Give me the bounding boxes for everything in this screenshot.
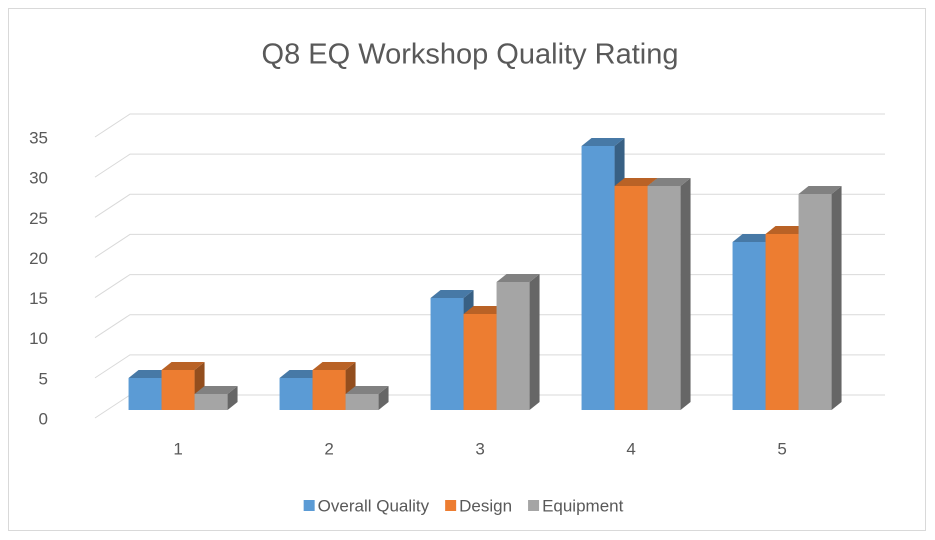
bar-side: [831, 186, 842, 410]
bar: [614, 186, 648, 410]
bar-side: [529, 274, 540, 410]
bar-side: [680, 178, 691, 410]
legend: Overall Quality Design Equipment: [303, 496, 624, 515]
legend-label: Overall Quality: [318, 496, 430, 515]
x-tick-label: 4: [626, 439, 635, 458]
y-tick-label: 10: [29, 329, 48, 348]
bar: [581, 146, 615, 410]
bar: [345, 394, 379, 410]
grid-line: [94, 153, 885, 178]
bar-top: [765, 226, 809, 234]
chart-title: Q8 EQ Workshop Quality Rating: [262, 39, 679, 71]
bar-top: [496, 274, 540, 282]
bar: [798, 194, 832, 410]
bar: [732, 242, 766, 410]
bar: [496, 282, 530, 410]
bar-top: [732, 234, 776, 242]
bar-top: [798, 186, 842, 194]
x-tick-label: 1: [173, 439, 182, 458]
x-tick-label: 2: [324, 439, 333, 458]
bar-top: [161, 362, 205, 370]
legend-swatch: [445, 500, 457, 511]
bar-top: [345, 386, 389, 394]
bar: [647, 186, 681, 410]
bar: [128, 378, 162, 410]
bar-top: [463, 306, 507, 314]
bar-top: [312, 362, 356, 370]
bar: [765, 234, 799, 410]
bar-top: [647, 178, 691, 186]
bar: [312, 370, 346, 410]
bar: [194, 394, 228, 410]
y-tick-label: 25: [29, 209, 48, 228]
bar-top: [128, 370, 172, 378]
x-tick-label: 3: [475, 439, 484, 458]
bar: [430, 298, 464, 410]
y-tick-label: 20: [29, 249, 48, 268]
bar-top: [430, 290, 474, 298]
x-tick-label: 5: [777, 439, 786, 458]
y-tick-label: 35: [29, 128, 48, 147]
bar-top: [279, 370, 323, 378]
legend-swatch: [303, 500, 315, 511]
bar: [463, 314, 497, 410]
bar: [161, 370, 195, 410]
legend-swatch: [528, 500, 540, 511]
y-tick-label: 15: [29, 289, 48, 308]
legend-label: Equipment: [542, 496, 624, 515]
bar-top: [614, 178, 658, 186]
bar-top: [581, 138, 625, 146]
y-tick-label: 0: [39, 409, 48, 428]
grid-line: [94, 113, 885, 138]
legend-label: Design: [459, 496, 512, 515]
y-tick-label: 5: [39, 369, 48, 388]
bar: [279, 378, 313, 410]
bar-top: [194, 386, 238, 394]
y-tick-label: 30: [29, 169, 48, 188]
